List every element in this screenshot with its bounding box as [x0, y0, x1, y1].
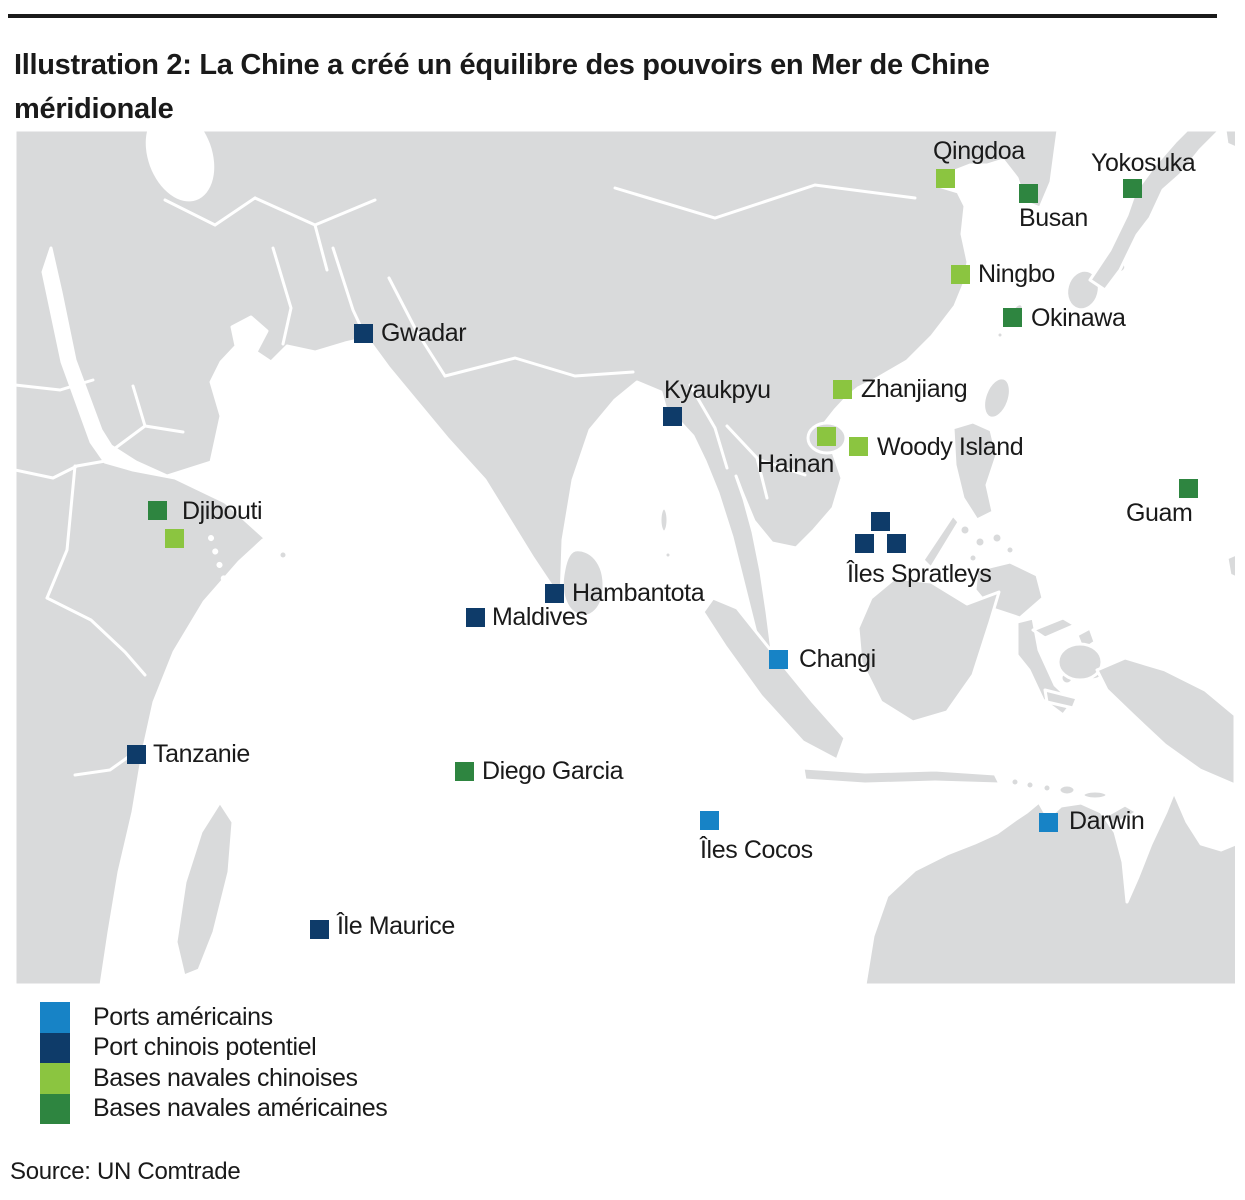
map-label-spratleys-c: Îles Spratleys [847, 560, 992, 588]
country-borders [15, 183, 917, 777]
landmass-mainland [15, 130, 1060, 985]
legend-row-us_port: Ports américains [40, 1002, 387, 1033]
figure-title: Illustration 2: La Chine a créé un équil… [14, 49, 990, 126]
legend-label-us_base: Bases navales américaines [93, 1094, 388, 1123]
map-label-busan: Busan [1019, 204, 1088, 232]
map-marker-spratleys-b [854, 533, 874, 553]
map-marker-woody-island [848, 436, 868, 456]
title-rule [8, 14, 1217, 18]
map-label-guam: Guam [1126, 499, 1193, 527]
map-marker-yokosuka [1122, 178, 1142, 198]
map-marker-kyaukpyu [662, 406, 682, 426]
map-label-hainan: Hainan [757, 450, 834, 478]
legend-swatch-us_port [40, 1002, 70, 1033]
map-label-woody-island: Woody Island [877, 433, 1024, 461]
caspian-sea [145, 130, 215, 202]
map-marker-iles-cocos [699, 810, 719, 830]
map-label-qingdoa: Qingdoa [933, 137, 1025, 165]
map-label-okinawa: Okinawa [1031, 304, 1126, 332]
island-newguinea [1095, 656, 1235, 787]
map-label-changi: Changi [799, 645, 876, 673]
island-srilanka [560, 548, 606, 618]
map-marker-okinawa [1002, 307, 1022, 327]
map-marker-tanzanie [126, 744, 146, 764]
map-label-darwin: Darwin [1069, 807, 1145, 835]
map-label-ile-maurice: Île Maurice [337, 912, 455, 940]
map-marker-qingdoa [935, 168, 955, 188]
map-label-maldives: Maldives [492, 603, 588, 631]
map-label-zhanjiang: Zhanjiang [861, 375, 968, 403]
island-hokkaido [1223, 130, 1235, 150]
map-marker-darwin [1038, 812, 1058, 832]
map-marker-djibouti-2 [164, 528, 184, 548]
source-line: Source: UN Comtrade [10, 1158, 241, 1185]
island-luzon [951, 420, 999, 522]
map-marker-guam [1178, 478, 1198, 498]
map-label-iles-cocos: Îles Cocos [700, 836, 813, 864]
map-label-kyaukpyu: Kyaukpyu [664, 376, 771, 404]
legend-swatch-us_base [40, 1093, 70, 1124]
legend-label-us_port: Ports américains [93, 1002, 273, 1031]
island-honshu [1088, 130, 1222, 292]
island-sumatra [701, 596, 847, 762]
island-sulawesi [1015, 616, 1075, 717]
island-birdshead [1056, 642, 1104, 682]
map-marker-ningbo [950, 264, 970, 284]
map-marker-busan [1018, 183, 1038, 203]
map-label-yokosuka: Yokosuka [1091, 149, 1196, 177]
map-marker-maldives [465, 607, 485, 627]
landmass-australia [863, 790, 1235, 985]
island-palawan [921, 513, 961, 570]
map-marker-diego-garcia [454, 761, 474, 781]
legend-swatch-cn_base [40, 1063, 70, 1094]
island-borneo [856, 576, 1001, 724]
map-marker-changi [768, 649, 788, 669]
map-marker-zhanjiang [832, 379, 852, 399]
island-madagascar [174, 800, 235, 978]
map-label-djibouti: Djibouti [182, 497, 263, 525]
map-marker-spratleys-a [870, 511, 890, 531]
map-marker-djibouti [147, 500, 167, 520]
map-marker-gwadar [353, 323, 373, 343]
legend: Ports américains Port chinois potentiel Ba… [40, 1002, 388, 1124]
legend-row-cn_base: Bases navales chinoises [40, 1063, 387, 1094]
world-map [15, 130, 1235, 985]
island-java [801, 766, 1002, 786]
legend-row-cn_port: Port chinois potentiel [40, 1032, 387, 1063]
dotted-border [208, 535, 250, 655]
island-taiwan [982, 376, 1012, 420]
map-marker-spratleys-c [886, 533, 906, 553]
map-marker-hainan [816, 426, 836, 446]
legend-swatch-cn_port [40, 1032, 70, 1063]
map-label-diego-garcia: Diego Garcia [482, 757, 624, 785]
map-marker-hambantota [544, 583, 564, 603]
legend-label-cn_port: Port chinois potentiel [93, 1033, 317, 1062]
map-label-hambantota: Hambantota [572, 579, 705, 607]
map-label-gwadar: Gwadar [381, 319, 467, 347]
map-label-ningbo: Ningbo [978, 260, 1055, 288]
legend-label-cn_base: Bases navales chinoises [93, 1063, 358, 1092]
map-marker-ile-maurice [309, 919, 329, 939]
map-label-tanzanie: Tanzanie [153, 740, 250, 768]
legend-row-us_base: Bases navales américaines [40, 1093, 388, 1124]
